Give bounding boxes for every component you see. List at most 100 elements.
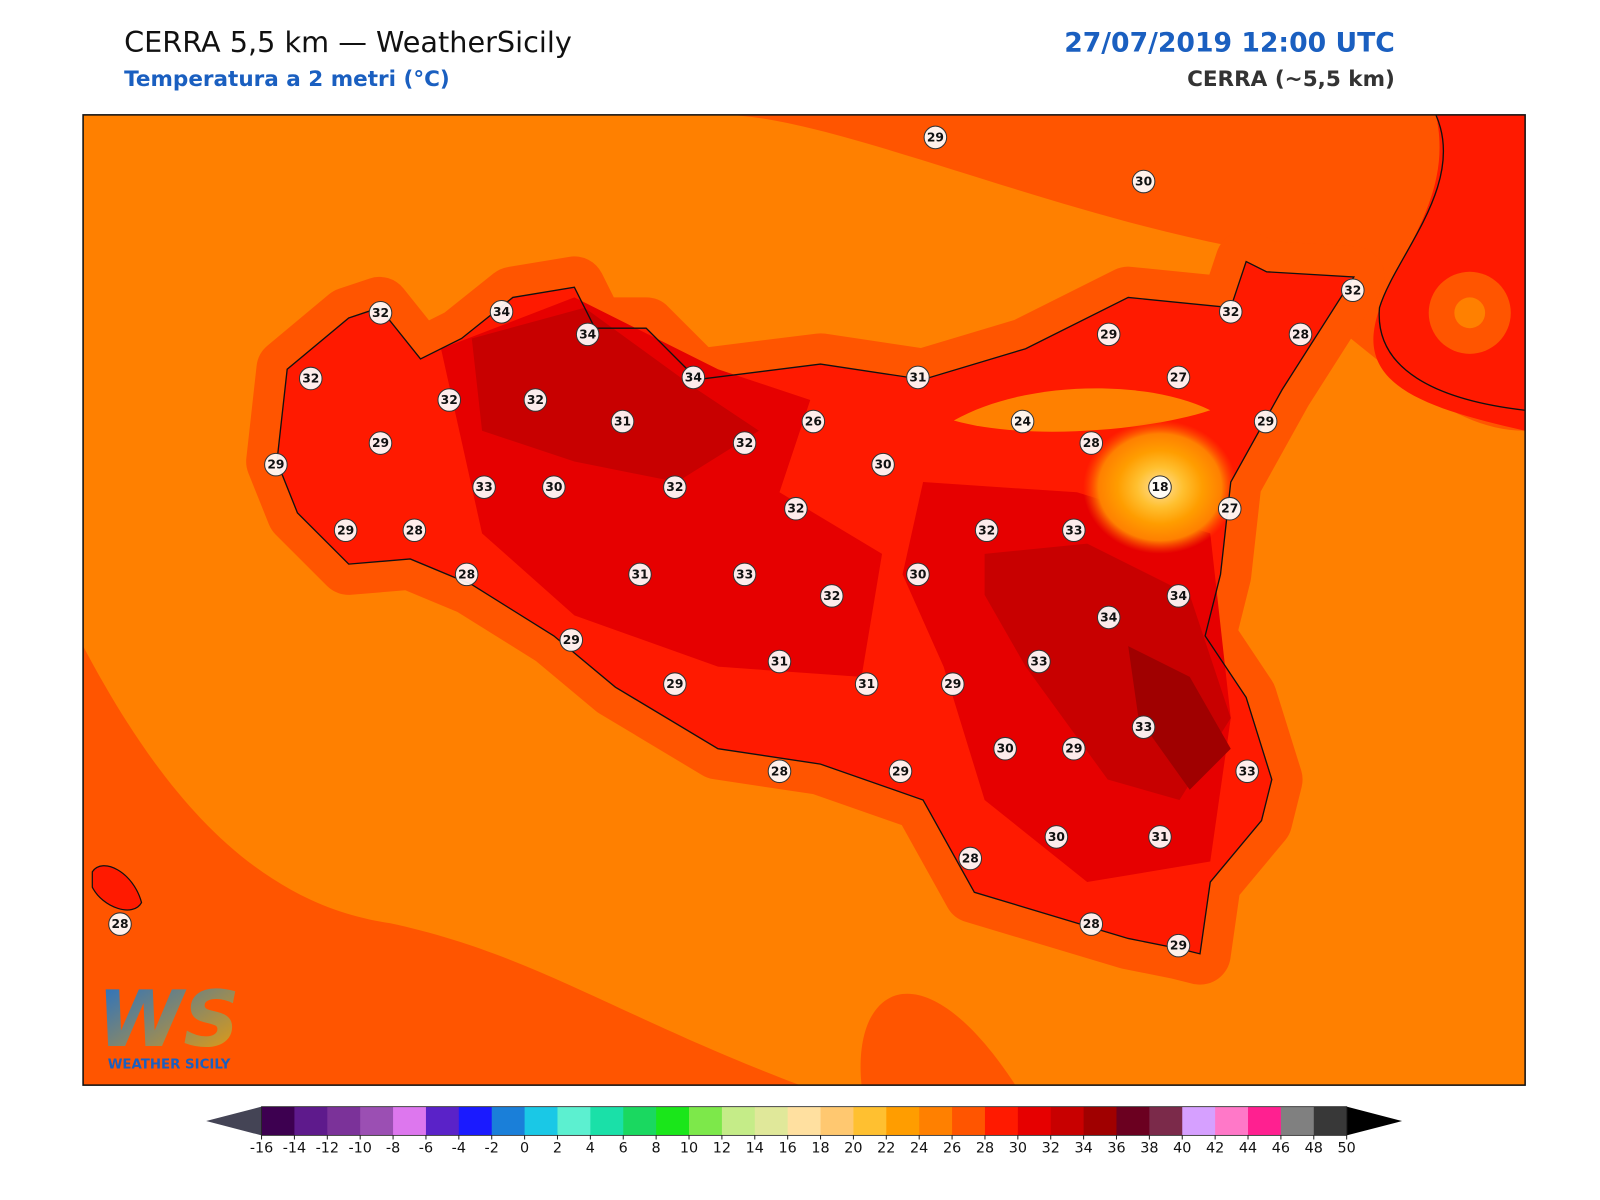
station-value: 18 — [1151, 480, 1168, 494]
station-value: 32 — [666, 480, 683, 494]
colorbar-segment — [1017, 1106, 1052, 1136]
station-marker — [1027, 649, 1051, 674]
station-marker — [264, 452, 288, 477]
station-marker — [454, 562, 479, 587]
south-warm — [860, 993, 1016, 1086]
station-value: 29 — [892, 764, 909, 778]
station-marker — [1062, 736, 1086, 761]
station-marker — [871, 452, 895, 477]
colorbar-segment — [623, 1106, 657, 1136]
station-value: 34 — [1100, 610, 1117, 624]
station-value: 31 — [858, 677, 875, 691]
coastline — [276, 260, 1356, 955]
colorbar-tick-label: 0 — [520, 1141, 529, 1157]
colorbar-segment — [787, 1106, 822, 1136]
station-marker — [767, 759, 792, 784]
station-value: 29 — [267, 458, 284, 472]
station-marker — [1218, 300, 1243, 324]
station-marker — [575, 322, 600, 347]
station-value: 28 — [1083, 436, 1100, 450]
colorbar-segment — [984, 1106, 1019, 1136]
station-value: 28 — [771, 764, 788, 778]
colorbar-segment — [754, 1106, 789, 1136]
colorbar-segment — [557, 1106, 591, 1136]
station-marker — [993, 736, 1017, 761]
colorbar-segment — [1248, 1106, 1282, 1136]
calabria-cool — [1454, 297, 1486, 329]
station-marker — [663, 672, 687, 696]
station-value: 27 — [1221, 502, 1238, 516]
station-marker — [941, 672, 965, 696]
colorbar-tick-label: -4 — [452, 1141, 466, 1157]
colorbar-tick-label: 40 — [1173, 1141, 1191, 1157]
colorbar-segment — [820, 1106, 854, 1136]
station-marker — [628, 562, 652, 587]
station-marker — [1148, 825, 1172, 849]
station-marker — [472, 475, 496, 499]
station-value: 29 — [337, 523, 354, 537]
datetime: 27/07/2019 12:00 UTC — [1064, 28, 1395, 59]
colorbar-tick-label: 38 — [1140, 1141, 1158, 1157]
station-value: 31 — [1151, 830, 1168, 844]
stations: 29 30 32 34 34 32 32 29 28 32 34 31 27 32 32 31 26 24 29 29… — [108, 125, 1365, 958]
station-marker — [888, 759, 913, 784]
station-value: 34 — [579, 327, 596, 341]
station-marker — [1341, 278, 1365, 303]
station-marker — [906, 365, 930, 390]
station-value: 26 — [805, 415, 822, 429]
colorbar-tick-label: 20 — [844, 1141, 862, 1157]
station-marker — [523, 388, 548, 412]
station-marker — [1166, 933, 1191, 958]
station-value: 31 — [909, 370, 926, 384]
station-value: 33 — [1239, 764, 1256, 778]
colorbar-segment — [491, 1106, 526, 1136]
colorbar-tick-label: -2 — [485, 1141, 499, 1157]
colorbar-segment — [689, 1106, 723, 1136]
station-value: 30 — [1135, 175, 1152, 189]
colorbar-tick-label: -10 — [348, 1141, 371, 1157]
colorbar-over — [1346, 1106, 1403, 1136]
station-value: 32 — [1222, 305, 1239, 319]
colorbar: -16 -14 -12 -10 -8 -6 -4 -2 0 2 4 6 8 10 12 14 16 18 20 22 2… — [206, 1106, 1403, 1157]
station-value: 29 — [372, 436, 389, 450]
station-value: 31 — [771, 655, 788, 669]
calabria-field — [1373, 114, 1526, 431]
core-hottest — [1128, 646, 1231, 790]
colorbar-segment — [919, 1106, 953, 1136]
colorbar-tick-label: 30 — [1009, 1141, 1027, 1157]
colorbar-tick-label: 18 — [811, 1141, 829, 1157]
colorbar-segment — [1050, 1106, 1085, 1136]
logo-mark: WS — [97, 975, 239, 1065]
station-value: 29 — [927, 130, 944, 144]
station-value: 29 — [1065, 742, 1082, 756]
colorbar-segment — [952, 1106, 986, 1136]
model-label: CERRA (~5,5 km) — [1187, 67, 1395, 92]
colorbar-segment — [590, 1106, 624, 1136]
colorbar-tick-label: 48 — [1305, 1141, 1323, 1157]
colorbar-tick-label: -14 — [283, 1141, 306, 1157]
station-value: 28 — [1292, 327, 1309, 341]
station-value: 34 — [685, 370, 702, 384]
station-value: 28 — [1083, 917, 1100, 931]
station-marker — [368, 431, 393, 455]
station-value: 32 — [823, 589, 840, 603]
station-marker — [767, 649, 792, 674]
station-value: 29 — [944, 677, 961, 691]
colorbar-segment — [425, 1106, 460, 1136]
station-marker — [542, 475, 566, 499]
station-value: 32 — [527, 393, 544, 407]
north-sea-warm — [83, 114, 1526, 431]
colorbar-segment — [1116, 1106, 1150, 1136]
station-value: 30 — [545, 480, 562, 494]
colorbar-tick-label: -8 — [386, 1141, 400, 1157]
station-value: 30 — [1048, 830, 1065, 844]
colorbar-segment — [1313, 1106, 1348, 1136]
colorbar-segment — [458, 1106, 493, 1136]
colorbar-segment — [327, 1106, 361, 1136]
station-value: 33 — [736, 567, 753, 581]
pantelleria — [91, 865, 143, 911]
subtitle: Temperatura a 2 metri (°C) — [124, 67, 450, 92]
station-marker — [1148, 475, 1172, 499]
station-marker — [368, 301, 393, 325]
